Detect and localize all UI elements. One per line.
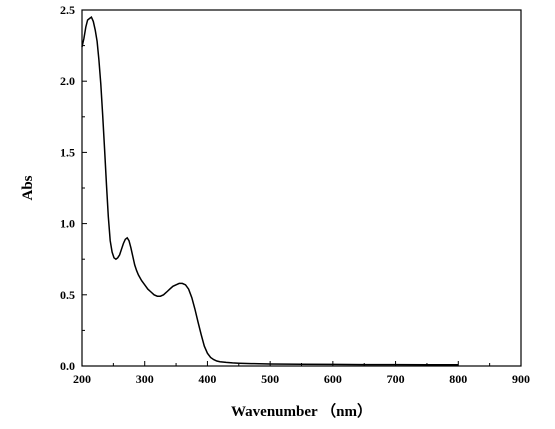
x-tick-label: 900 bbox=[512, 372, 530, 386]
absorbance-line bbox=[81, 15, 459, 366]
x-tick-label: 400 bbox=[198, 372, 216, 386]
x-tick-label: 200 bbox=[73, 372, 91, 386]
x-tick-label: 700 bbox=[387, 372, 405, 386]
y-tick-label: 2.0 bbox=[60, 74, 75, 88]
y-axis-title: Abs bbox=[20, 175, 36, 200]
y-tick-label: 0.5 bbox=[60, 288, 75, 302]
y-tick-label: 0.0 bbox=[60, 359, 75, 373]
y-axis-ticks: 0.0 0.5 1.0 1.5 2.0 2.5 bbox=[60, 3, 87, 373]
x-tick-label: 300 bbox=[136, 372, 154, 386]
y-tick-label: 1.5 bbox=[60, 145, 75, 159]
y-tick-label: 1.0 bbox=[60, 217, 75, 231]
x-tick-label: 600 bbox=[324, 372, 342, 386]
x-axis-title: Wavenumber （nm） bbox=[231, 402, 372, 420]
x-axis-ticks: 200 300 400 500 600 700 800 900 bbox=[73, 361, 530, 386]
y-tick-label: 2.5 bbox=[60, 3, 75, 17]
x-tick-label: 800 bbox=[449, 372, 467, 386]
x-tick-label: 500 bbox=[261, 372, 279, 386]
plot-frame bbox=[81, 9, 522, 367]
